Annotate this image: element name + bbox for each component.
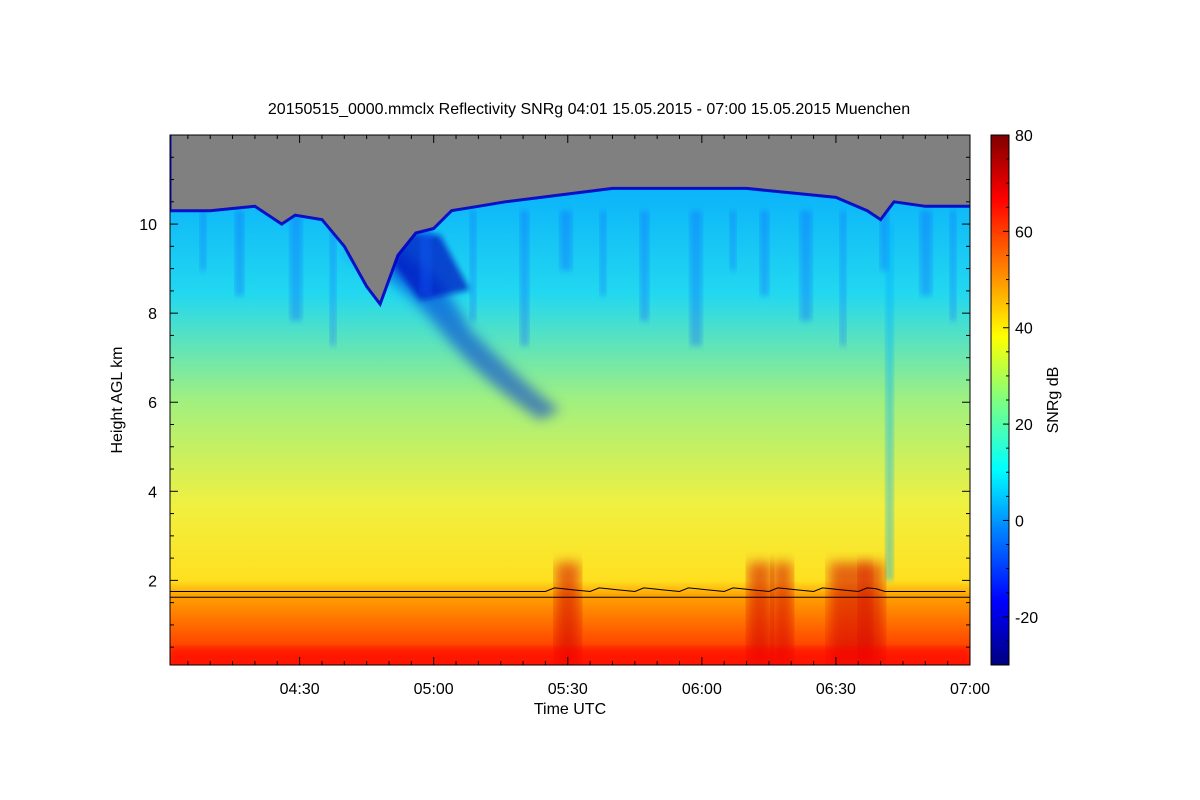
fall-streak: [470, 210, 476, 321]
fall-streak: [920, 210, 932, 296]
plot-frame: [169, 134, 971, 666]
x-axis-label: Time UTC: [534, 701, 606, 718]
fall-streak: [560, 210, 572, 271]
cloud-base-line: [170, 587, 966, 593]
y-tick-label: 2: [148, 573, 157, 590]
fall-streak: [730, 210, 736, 271]
fall-streak: [600, 210, 606, 296]
x-tick-label: 04:30: [280, 681, 320, 698]
reflectivity-field: [170, 135, 970, 665]
colorbar-tick-label: 60: [1015, 224, 1033, 241]
fall-streak: [290, 210, 302, 321]
colorbar-tick-label: 20: [1015, 417, 1033, 434]
fall-streak: [640, 210, 649, 321]
no-signal-region: [170, 135, 970, 305]
colorbar-tick-label: 80: [1015, 128, 1033, 145]
x-tick-label: 06:00: [682, 681, 722, 698]
vertical-streak: [885, 224, 894, 581]
colorbar-tick-label: 0: [1015, 513, 1024, 530]
colorbar-ticks: -20 0 20 40 60 80: [1003, 128, 1038, 642]
x-tick-label: 05:00: [414, 681, 454, 698]
fall-streak: [800, 210, 812, 321]
cloud-top-streak: [350, 235, 560, 420]
x-tick-label: 05:30: [548, 681, 588, 698]
y-tick-label: 4: [148, 484, 157, 501]
fall-streak: [690, 210, 702, 346]
x-tick-label: 07:00: [950, 681, 990, 698]
y-tick-label: 10: [139, 217, 157, 234]
y-axis-label: Height AGL km: [109, 346, 126, 453]
fall-streak: [840, 210, 846, 346]
colorbar-label: SNRg dB: [1045, 367, 1062, 434]
fall-streak: [235, 210, 244, 296]
ground-layer: [170, 647, 970, 665]
cloud-top-edge: [170, 135, 970, 308]
fall-streak: [520, 210, 529, 346]
colorbar-tick-label: -20: [1015, 610, 1038, 627]
chart-title: 20150515_0000.mmclx Reflectivity SNRg 04…: [268, 101, 910, 118]
x-tick-label: 06:30: [816, 681, 856, 698]
y-tick-label: 8: [148, 306, 157, 323]
fall-streak: [880, 210, 889, 271]
axis-ticks: 04:30 05:00 05:30 06:00 06:30 07:00 2 4 6 8 10: [139, 135, 990, 698]
colorbar-tick-label: 40: [1015, 321, 1033, 338]
y-tick-label: 6: [148, 395, 157, 412]
fall-streak: [760, 210, 769, 296]
fall-streak: [330, 210, 336, 346]
fall-streak: [200, 210, 206, 271]
fall-streak: [950, 210, 956, 321]
